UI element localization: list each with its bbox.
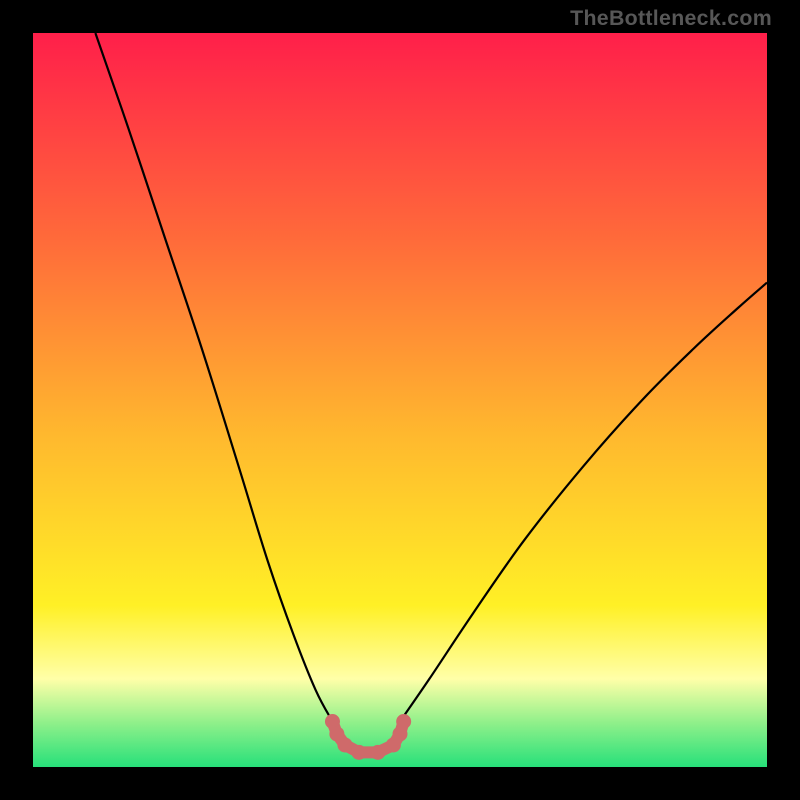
plot-area xyxy=(33,33,767,767)
valley-marker xyxy=(370,745,385,760)
watermark-text: TheBottleneck.com xyxy=(570,6,772,31)
chart-svg xyxy=(33,33,767,767)
valley-marker xyxy=(337,737,352,752)
valley-marker xyxy=(396,714,411,729)
curve-left xyxy=(95,33,332,721)
curve-right xyxy=(400,283,767,722)
outer-frame: TheBottleneck.com xyxy=(0,0,800,800)
valley-marker xyxy=(351,745,366,760)
